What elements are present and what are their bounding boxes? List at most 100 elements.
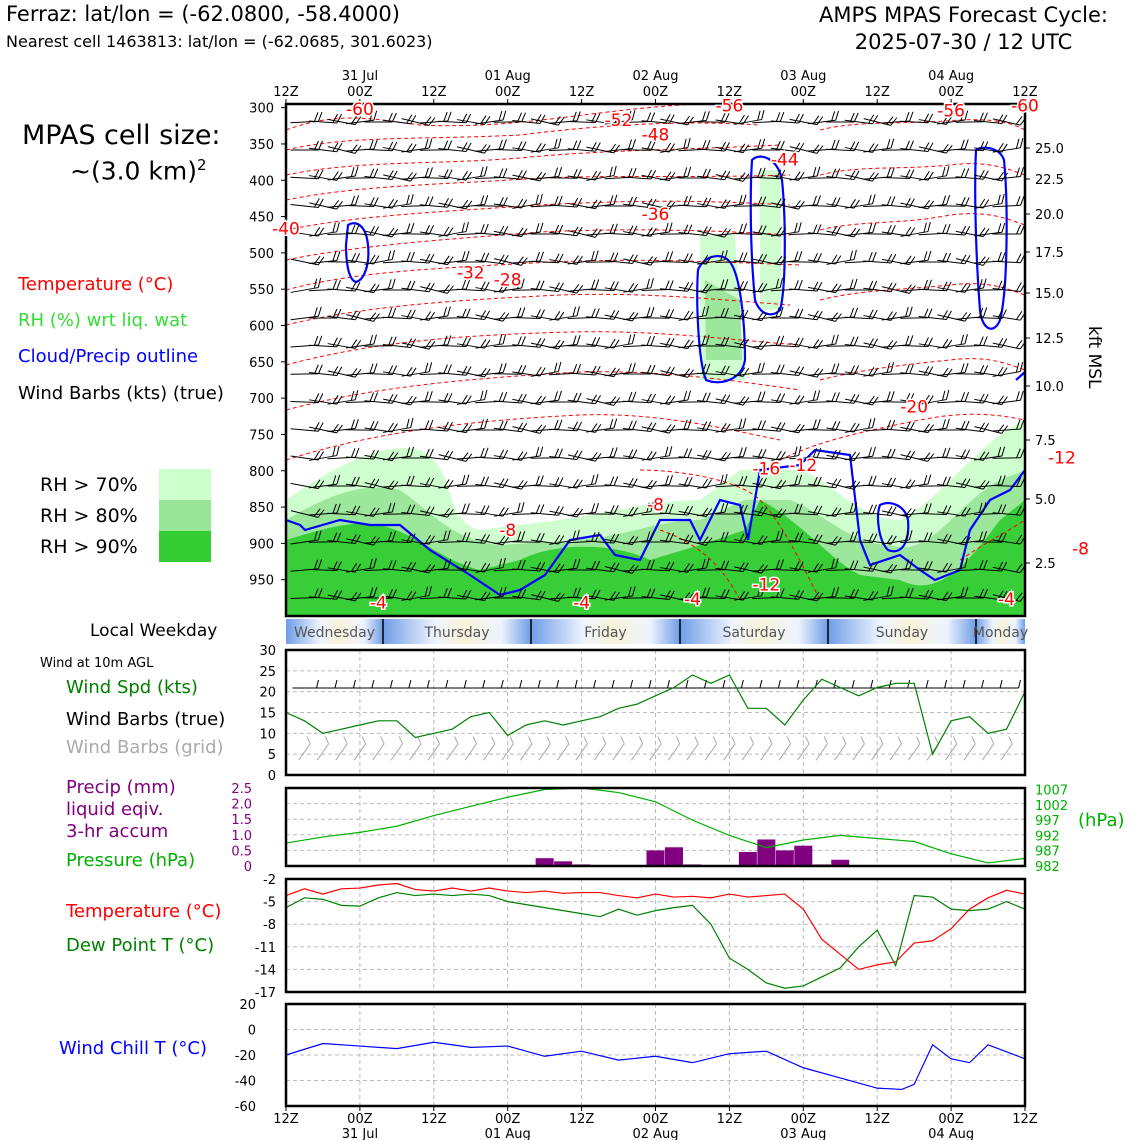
wind-barb xyxy=(623,307,655,320)
wind-barb xyxy=(345,334,377,349)
wind-barb xyxy=(900,142,934,152)
pressure-tick-label: 300 xyxy=(249,102,274,117)
wind-barb xyxy=(715,447,747,460)
wind-barb-grid xyxy=(353,736,367,761)
time-tick-label: 00Z xyxy=(495,85,521,100)
temperature-contour-label: -8 xyxy=(647,496,664,516)
temp-label: Temperature (°C) xyxy=(66,901,222,922)
wind-barb-grid xyxy=(981,736,995,761)
precip-bar xyxy=(757,839,776,866)
wind-barb xyxy=(955,502,987,517)
weekday-name: Sunday xyxy=(876,625,928,641)
precip-tick-label: 1.0 xyxy=(231,829,252,844)
wind-barb-true xyxy=(698,679,726,689)
wind-barb xyxy=(290,364,323,375)
wind-barb xyxy=(863,340,898,350)
wind-barb xyxy=(586,194,618,209)
wind-barb xyxy=(586,143,620,154)
legend-temperature: Temperature (°C) xyxy=(18,274,174,295)
wind-barb xyxy=(530,167,563,180)
weekday-cell xyxy=(531,619,680,644)
wind-barb xyxy=(327,419,359,432)
wind-barb-grid xyxy=(298,736,311,761)
wind-barb xyxy=(309,200,343,210)
wind-barb xyxy=(992,390,1024,405)
time-tick-label: 12Z xyxy=(1012,85,1038,100)
legend-rh: RH (%) wrt liq. wat xyxy=(18,310,188,331)
wind-barb xyxy=(770,532,804,543)
temperature-contour-label: -56 xyxy=(716,96,744,116)
wind-barb xyxy=(419,559,452,572)
wind-barb-grid xyxy=(612,736,625,761)
wind-barb xyxy=(327,368,362,378)
wind-barb xyxy=(844,417,876,433)
wind-barb xyxy=(881,198,915,208)
temperature-contour xyxy=(285,293,791,326)
temperature-contour-label: -16 xyxy=(752,459,780,479)
kft-tick-label: 22.5 xyxy=(1035,173,1064,188)
wind-barb xyxy=(918,144,953,154)
wind-barb-true xyxy=(551,679,578,689)
wind-barb-true xyxy=(717,679,744,689)
wind-barb xyxy=(530,506,564,516)
wind-barb xyxy=(493,112,527,123)
wind-barb xyxy=(881,450,916,461)
wind-barb xyxy=(770,222,802,237)
wind-barb xyxy=(974,446,1006,461)
wind-barb xyxy=(345,226,380,236)
wind-barb xyxy=(493,256,528,266)
wind-barb xyxy=(549,529,580,545)
wind-barb xyxy=(401,391,433,404)
wind-barb xyxy=(530,282,564,292)
wind-barb xyxy=(918,252,952,263)
wind-barb-grid xyxy=(593,736,607,761)
wind-tick-label: 15 xyxy=(259,707,276,722)
windchill-tick-label: 20 xyxy=(239,998,256,1013)
wind-barb xyxy=(641,200,676,210)
wind-barb xyxy=(456,195,489,208)
wind-barb xyxy=(327,390,359,405)
wind-barb xyxy=(364,480,399,490)
pressure-tick-label: 1002 xyxy=(1035,799,1068,814)
temperature-contour-label: -60 xyxy=(346,100,374,120)
wind-barb xyxy=(623,256,657,266)
wind-barb-true xyxy=(772,679,800,689)
wind-barb xyxy=(475,478,509,488)
wind-barb-true xyxy=(403,679,430,689)
wind-barb xyxy=(678,305,710,321)
wind-barb xyxy=(900,199,935,210)
cloud-outline xyxy=(974,146,1008,330)
temperature-contour-label: -44 xyxy=(771,151,799,171)
temperature-contour xyxy=(959,519,1026,561)
wind-barb xyxy=(826,278,858,293)
wind-barb xyxy=(456,534,490,544)
precip-tick-label: 2.0 xyxy=(231,798,252,813)
wind-barb-grid xyxy=(686,736,699,761)
kft-tick-label: 2.5 xyxy=(1035,557,1056,572)
temperature-contour-label: -40 xyxy=(272,220,300,240)
wind-barb-grid xyxy=(760,736,773,761)
wind-barb xyxy=(863,138,895,153)
wind-barb xyxy=(660,368,695,378)
wind-barb xyxy=(401,362,433,377)
windchill-panel xyxy=(284,1002,1027,1108)
wind-barb xyxy=(659,282,694,292)
wind-barb xyxy=(549,450,583,460)
wind-barb xyxy=(641,114,675,124)
wind-barb xyxy=(308,308,342,319)
rh-region-4 xyxy=(705,280,742,360)
wind-barb xyxy=(789,419,821,432)
wind-barb xyxy=(308,474,341,489)
wind-barb xyxy=(789,115,824,126)
temp-panel xyxy=(284,877,1027,994)
wind-barb xyxy=(789,390,821,405)
wind-barb xyxy=(807,226,841,236)
wind-barb-grid xyxy=(520,736,533,761)
precip-bar xyxy=(664,847,683,866)
time-tick-label: 00Z xyxy=(791,85,817,100)
wind-barb xyxy=(308,532,342,543)
wind-barb xyxy=(863,391,895,404)
wind-barb xyxy=(807,478,842,489)
wind-barb xyxy=(382,114,417,125)
wind-barb xyxy=(974,114,1008,124)
